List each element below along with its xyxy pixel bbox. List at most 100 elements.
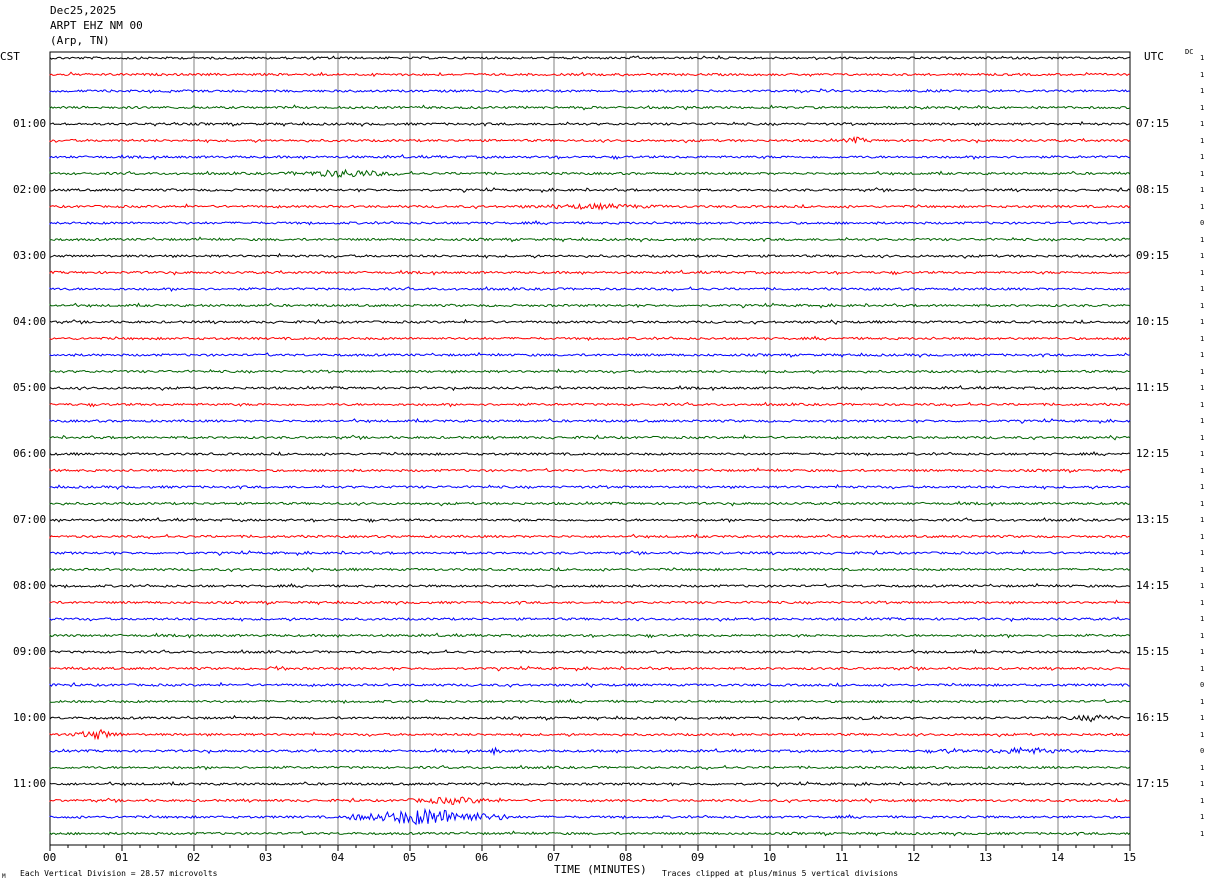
dc-value: 1 [1200,466,1205,475]
plot-frame [49,51,1131,846]
right-hour-label: 10:15 [1136,315,1170,328]
x-axis-ticks [49,845,1131,851]
seismic-trace [49,220,1131,226]
seismic-trace [49,351,1131,359]
seismic-trace [49,54,1131,61]
x-axis-label: TIME (MINUTES) [554,863,647,876]
right-hour-label: 14:15 [1136,579,1170,592]
station-label: ARPT EHZ NM 00 [50,19,143,32]
left-timezone-label: CST [0,50,20,63]
corner-mark: M [2,873,6,880]
right-hour-label: 15:15 [1136,645,1170,658]
date-label: Dec25,2025 [50,4,117,17]
seismic-trace [49,451,1131,457]
seismic-trace [49,368,1131,375]
seismic-trace [49,120,1131,128]
seismic-trace [49,549,1131,557]
dc-value: 1 [1200,549,1205,557]
seismic-trace [49,632,1131,639]
dc-value: 1 [1200,103,1205,112]
x-tick-label: 11 [835,851,849,864]
dc-value: 1 [1200,334,1205,343]
x-tick-label: 01 [115,851,129,864]
left-hour-label: 05:00 [13,381,47,394]
left-hour-label: 06:00 [13,447,47,460]
right-hour-label: 12:15 [1136,447,1170,460]
dc-value: 1 [1200,483,1205,491]
seismic-trace [49,384,1131,392]
x-tick-label: 09 [691,851,705,864]
x-tick-label: 04 [331,851,345,864]
left-hour-label: 01:00 [13,117,47,130]
x-tick-label: 15 [1123,851,1137,864]
x-tick-label: 03 [259,851,273,864]
dc-value: 1 [1200,664,1205,673]
seismic-trace [49,665,1131,672]
x-tick-label: 14 [1051,851,1065,864]
dc-value: 1 [1200,235,1205,244]
seismic-trace [49,830,1131,837]
dc-value: 1 [1200,268,1205,277]
dc-value: 1 [1200,829,1205,838]
seismic-trace [49,566,1131,573]
seismic-trace [49,135,1131,144]
dc-value: 1 [1200,697,1205,706]
seismic-trace [49,714,1131,723]
seismic-trace [49,302,1131,309]
right-hour-label: 11:15 [1136,381,1170,394]
dc-value: 1 [1200,87,1205,95]
dc-value: 1 [1200,400,1205,409]
seismic-trace [49,236,1131,243]
seismic-trace [49,807,1131,826]
dc-value: 1 [1200,285,1205,293]
left-hour-label: 09:00 [13,645,47,658]
right-hour-label: 17:15 [1136,777,1170,790]
dc-value: 1 [1200,417,1205,425]
dc-value: 1 [1200,780,1205,788]
dc-value: 1 [1200,153,1205,161]
seismic-trace [49,401,1131,408]
seismic-trace [49,698,1131,705]
dc-value: 1 [1200,631,1205,640]
seismic-trace [49,648,1131,655]
seismic-trace [49,500,1131,507]
seismic-trace [49,252,1131,259]
dc-value: 1 [1200,499,1205,508]
dc-value: 1 [1200,318,1205,326]
x-tick-label: 10 [763,851,777,864]
dc-value: 0 [1200,747,1205,755]
x-tick-label: 12 [907,851,921,864]
x-tick-label: 07 [547,851,561,864]
seismic-trace [49,616,1131,623]
seismic-trace [49,269,1131,276]
seismic-trace [49,681,1131,688]
left-hour-label: 10:00 [13,711,47,724]
dc-value: 1 [1200,169,1205,178]
x-tick-label: 02 [187,851,201,864]
right-timezone-label: UTC [1144,50,1164,63]
dc-value: 1 [1200,450,1205,458]
x-tick-label: 06 [475,851,489,864]
seismic-trace [49,168,1131,179]
left-hour-label: 02:00 [13,183,47,196]
dc-value: 1 [1200,202,1205,211]
location-label: (Arp, TN) [50,34,110,47]
dc-value: 1 [1200,582,1205,590]
seismic-trace [49,483,1131,491]
scale-note: Each Vertical Division = 28.57 microvolt… [20,869,218,878]
left-hour-label: 08:00 [13,579,47,592]
dc-value: 1 [1200,301,1205,310]
trace-group [49,54,1131,837]
dc-label: DC [1185,48,1194,56]
left-hour-label: 07:00 [13,513,47,526]
dc-value: 1 [1200,351,1205,359]
dc-value: 1 [1200,615,1205,623]
seismic-trace [49,187,1131,194]
right-hour-label: 09:15 [1136,249,1170,262]
dc-value: 1 [1200,565,1205,574]
seismic-trace [49,516,1131,523]
dc-value: 1 [1200,516,1205,524]
dc-value: 1 [1200,433,1205,442]
x-tick-label: 00 [43,851,57,864]
